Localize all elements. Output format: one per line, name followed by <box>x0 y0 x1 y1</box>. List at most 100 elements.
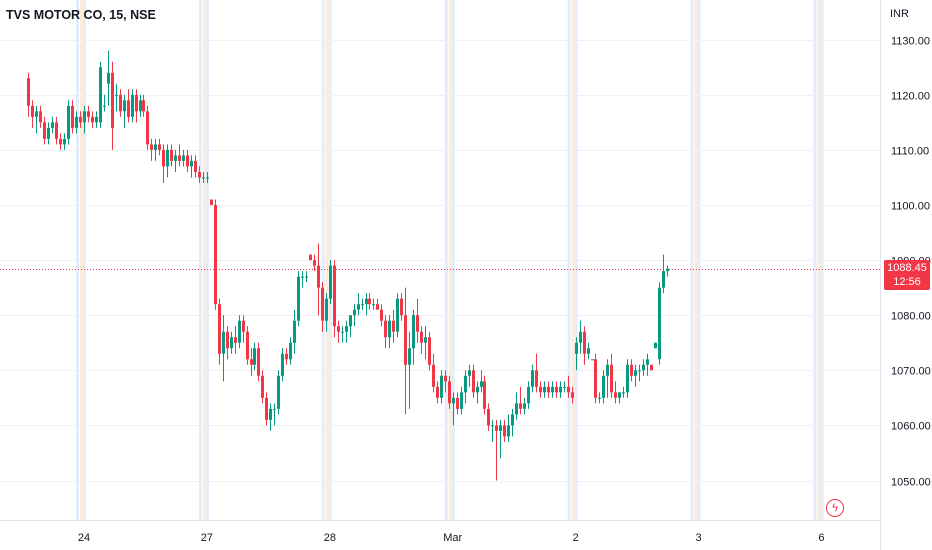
candle[interactable] <box>587 342 590 360</box>
candle[interactable] <box>158 138 161 156</box>
candle[interactable] <box>95 111 98 128</box>
candle[interactable] <box>202 171 205 183</box>
candle[interactable] <box>166 144 169 178</box>
candle[interactable] <box>297 271 300 327</box>
candle[interactable] <box>440 370 443 404</box>
candle[interactable] <box>345 320 348 343</box>
candle[interactable] <box>127 89 130 123</box>
candle[interactable] <box>341 326 344 343</box>
candle[interactable] <box>234 326 237 354</box>
candle[interactable] <box>79 111 82 128</box>
candle[interactable] <box>618 392 621 404</box>
candle[interactable] <box>210 199 213 205</box>
candle[interactable] <box>353 304 356 327</box>
candle[interactable] <box>273 403 276 426</box>
candle[interactable] <box>408 331 411 409</box>
candle[interactable] <box>190 155 193 178</box>
candle[interactable] <box>333 260 336 338</box>
candle[interactable] <box>368 293 371 310</box>
candle[interactable] <box>214 199 217 310</box>
candle[interactable] <box>400 293 403 321</box>
candle[interactable] <box>547 381 550 398</box>
candle[interactable] <box>59 133 62 150</box>
candle[interactable] <box>305 271 308 283</box>
candle[interactable] <box>372 298 375 310</box>
candle[interactable] <box>559 381 562 398</box>
candle[interactable] <box>571 386 574 404</box>
candle[interactable] <box>31 100 34 128</box>
candle[interactable] <box>257 342 260 382</box>
candle[interactable] <box>472 364 475 398</box>
candle[interactable] <box>301 271 304 288</box>
candle[interactable] <box>230 331 233 354</box>
candle[interactable] <box>91 111 94 128</box>
candle[interactable] <box>261 370 264 404</box>
candle[interactable] <box>594 353 597 404</box>
candle[interactable] <box>543 381 546 398</box>
candle[interactable] <box>634 364 637 387</box>
candle[interactable] <box>123 94 126 128</box>
candle[interactable] <box>412 309 415 365</box>
candle[interactable] <box>325 293 328 332</box>
candle[interactable] <box>317 243 320 316</box>
candle[interactable] <box>388 315 391 349</box>
candle[interactable] <box>107 50 110 106</box>
candle[interactable] <box>162 144 165 183</box>
candle[interactable] <box>218 298 221 365</box>
candle[interactable] <box>646 353 649 376</box>
candle[interactable] <box>487 403 490 431</box>
candle[interactable] <box>361 298 364 310</box>
candle[interactable] <box>483 375 486 415</box>
candle[interactable] <box>416 298 419 343</box>
candle[interactable] <box>448 375 451 409</box>
candle[interactable] <box>349 315 352 338</box>
candle[interactable] <box>75 111 78 134</box>
candle[interactable] <box>606 359 609 398</box>
candle[interactable] <box>420 326 423 354</box>
candle[interactable] <box>277 370 280 415</box>
candle[interactable] <box>39 105 42 128</box>
candle[interactable] <box>55 116 58 145</box>
candle[interactable] <box>309 254 312 261</box>
candle[interactable] <box>87 105 90 123</box>
candle[interactable] <box>396 293 399 338</box>
candle[interactable] <box>456 392 459 415</box>
candle[interactable] <box>583 326 586 365</box>
candle[interactable] <box>242 315 245 343</box>
candle[interactable] <box>289 337 292 365</box>
candle[interactable] <box>146 105 149 150</box>
candle[interactable] <box>376 298 379 310</box>
candle[interactable] <box>614 381 617 404</box>
candle[interactable] <box>380 304 383 327</box>
candle[interactable] <box>428 331 431 371</box>
candle[interactable] <box>35 105 38 134</box>
candle[interactable] <box>610 353 613 398</box>
candle[interactable] <box>563 381 566 393</box>
candle[interactable] <box>170 144 173 167</box>
candle[interactable] <box>630 359 633 382</box>
candle[interactable] <box>567 375 570 398</box>
candle[interactable] <box>313 254 316 272</box>
candle[interactable] <box>174 149 177 172</box>
candle[interactable] <box>654 342 657 349</box>
candle[interactable] <box>499 419 502 459</box>
candle[interactable] <box>551 381 554 398</box>
candle[interactable] <box>432 353 435 393</box>
candle[interactable] <box>246 326 249 365</box>
candle[interactable] <box>206 171 209 183</box>
candle[interactable] <box>507 414 510 442</box>
candle[interactable] <box>198 166 201 183</box>
candle[interactable] <box>535 353 538 393</box>
candle[interactable] <box>238 315 241 349</box>
candle[interactable] <box>222 315 225 382</box>
candle[interactable] <box>265 392 268 426</box>
candle[interactable] <box>250 348 253 376</box>
candle[interactable] <box>111 61 114 150</box>
candle[interactable] <box>468 364 471 387</box>
candle[interactable] <box>436 381 439 404</box>
candle[interactable] <box>392 309 395 343</box>
candle[interactable] <box>476 381 479 404</box>
candle[interactable] <box>515 392 518 420</box>
candle[interactable] <box>539 381 542 398</box>
